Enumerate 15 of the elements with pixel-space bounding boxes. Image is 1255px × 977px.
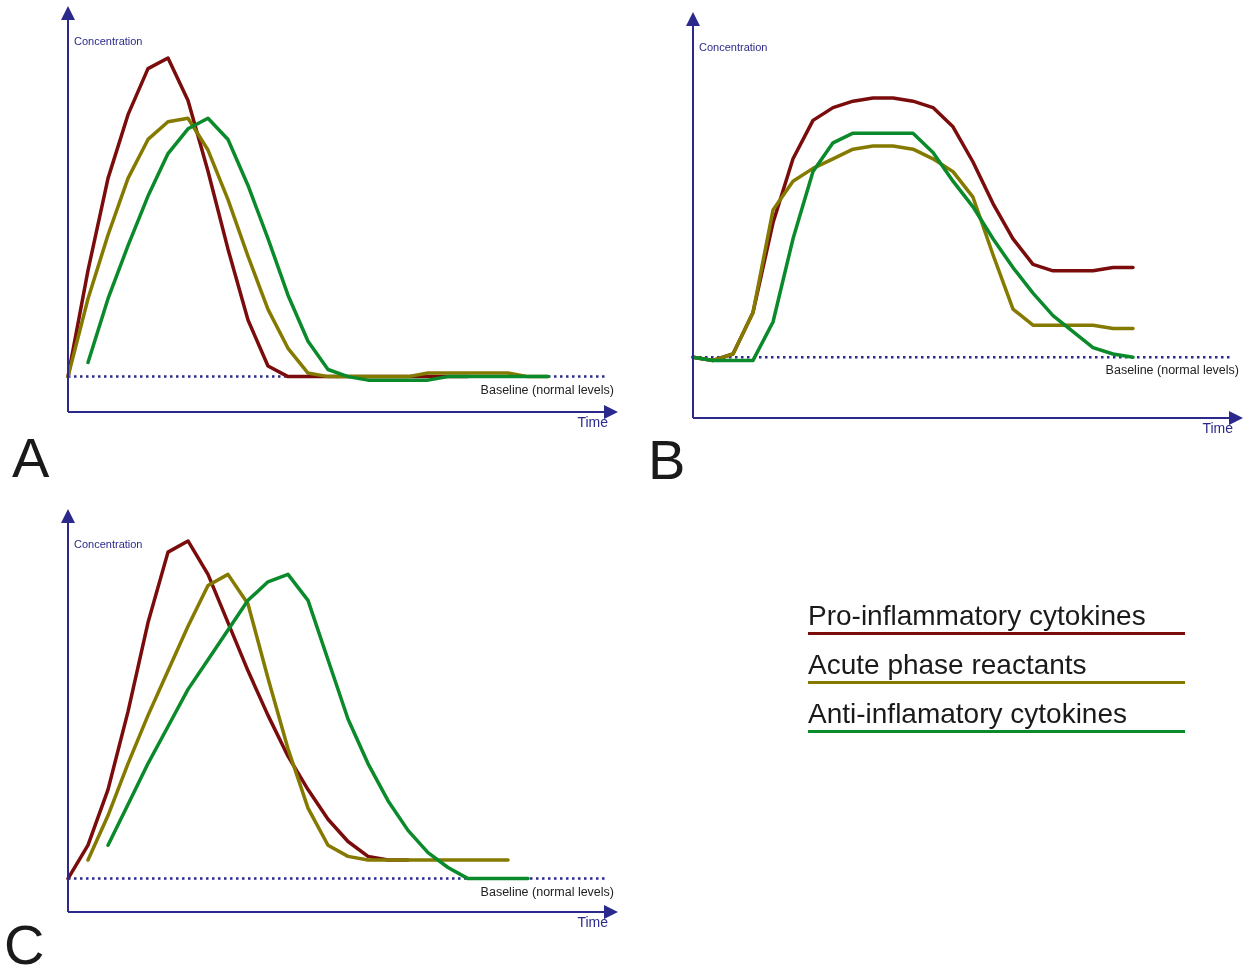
text: Pro-inflammatory cytokines bbox=[808, 600, 1185, 635]
x-axis-title: Time bbox=[576, 914, 608, 930]
x-axis-title: Time bbox=[576, 414, 608, 430]
text: A bbox=[12, 426, 50, 489]
ref-line-label: Baseline (normal levels) bbox=[480, 884, 614, 899]
x-axis-title: Time bbox=[1201, 420, 1233, 436]
y-axis-title: Concentration bbox=[74, 538, 143, 550]
y-axis-title: Concentration bbox=[699, 41, 768, 53]
y-axis-title: Concentration bbox=[74, 35, 143, 47]
ref-line-label: Baseline (normal levels) bbox=[480, 382, 614, 397]
text: Anti-inflamatory cytokines bbox=[808, 698, 1185, 733]
text: B bbox=[648, 428, 686, 491]
text: Acute phase reactants bbox=[808, 649, 1185, 684]
ref-line-label: Baseline (normal levels) bbox=[1105, 363, 1239, 378]
text: C bbox=[4, 913, 45, 976]
